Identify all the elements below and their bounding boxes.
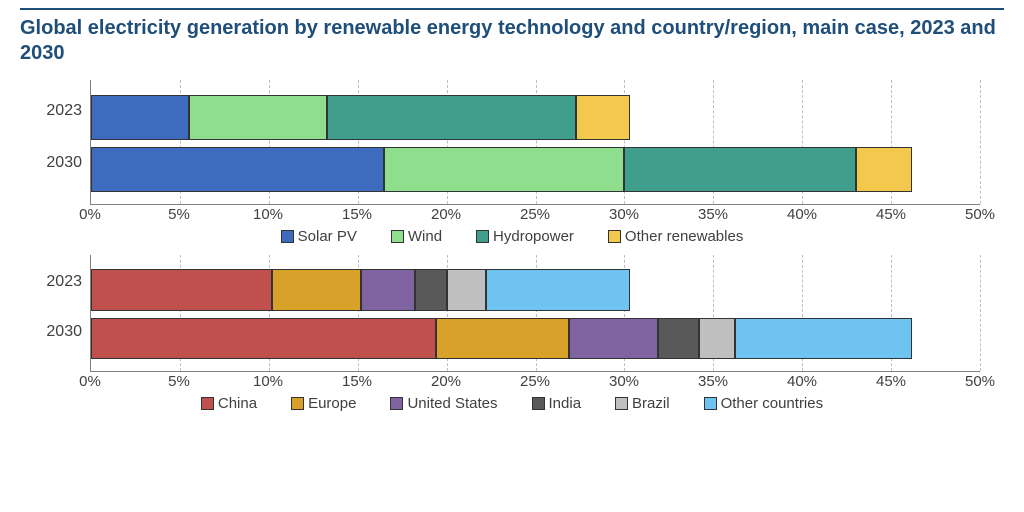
legend-item: Hydropower bbox=[476, 228, 574, 245]
bar-segment bbox=[415, 269, 447, 311]
bar-segment bbox=[624, 147, 855, 192]
x-ticks-region: 0%5%10%15%20%25%30%35%40%45%50% bbox=[90, 371, 980, 393]
bar-segment bbox=[384, 147, 624, 192]
bar-row bbox=[91, 269, 980, 311]
y-label-2023-b: 2023 bbox=[20, 273, 82, 291]
legend-item: United States bbox=[390, 395, 497, 412]
y-label-2030: 2030 bbox=[20, 154, 82, 172]
x-tick-label: 50% bbox=[965, 373, 995, 390]
legend-swatch bbox=[532, 397, 545, 410]
legend-item: China bbox=[201, 395, 257, 412]
x-tick-label: 15% bbox=[342, 206, 372, 223]
legend-label: Other renewables bbox=[625, 228, 743, 245]
legend-item: Wind bbox=[391, 228, 442, 245]
x-tick-label: 40% bbox=[787, 373, 817, 390]
plot-area-technology bbox=[90, 80, 980, 205]
x-tick-label: 35% bbox=[698, 206, 728, 223]
bar-segment bbox=[189, 95, 328, 140]
gridline bbox=[980, 255, 981, 371]
legend-label: Europe bbox=[308, 395, 356, 412]
bar-segment bbox=[735, 318, 913, 360]
x-tick-label: 20% bbox=[431, 206, 461, 223]
chart-region: 2023 2030 0% 5% 10% 15% 20% 25% 30% 35% 40% 45% 50… bbox=[20, 255, 1004, 393]
bar-segment bbox=[91, 147, 384, 192]
bar-segment bbox=[658, 318, 699, 360]
x-tick-label: 30% bbox=[609, 373, 639, 390]
legend-label: Solar PV bbox=[298, 228, 357, 245]
legend-technology: Solar PV Wind Hydropower Other renewables bbox=[20, 228, 1004, 245]
bar-row bbox=[91, 95, 980, 140]
x-tick-label: 25% bbox=[520, 373, 550, 390]
y-label-2023: 2023 bbox=[20, 102, 82, 120]
x-tick-label: 30% bbox=[609, 206, 639, 223]
bar-segment bbox=[699, 318, 735, 360]
legend-label: Wind bbox=[408, 228, 442, 245]
x-tick-label: 5% bbox=[168, 206, 190, 223]
legend-swatch bbox=[476, 230, 489, 243]
bar-segment bbox=[486, 269, 630, 311]
x-tick-label: 45% bbox=[876, 373, 906, 390]
legend-swatch bbox=[201, 397, 214, 410]
legend-label: China bbox=[218, 395, 257, 412]
legend-swatch bbox=[608, 230, 621, 243]
legend-label: Brazil bbox=[632, 395, 670, 412]
x-tick-label: 0% bbox=[79, 373, 101, 390]
x-tick-label: 5% bbox=[168, 373, 190, 390]
bar-row bbox=[91, 318, 980, 360]
legend-swatch bbox=[704, 397, 717, 410]
legend-swatch bbox=[291, 397, 304, 410]
x-ticks-technology: 0%5%10%15%20%25%30%35%40%45%50% bbox=[90, 204, 980, 226]
legend-swatch bbox=[281, 230, 294, 243]
x-tick-label: 10% bbox=[253, 206, 283, 223]
bar-segment bbox=[91, 318, 436, 360]
legend-item: India bbox=[532, 395, 582, 412]
bar-segment bbox=[856, 147, 913, 192]
bar-segment bbox=[447, 269, 486, 311]
x-tick-label: 50% bbox=[965, 206, 995, 223]
bar-segment bbox=[91, 269, 272, 311]
legend-label: Other countries bbox=[721, 395, 824, 412]
plot-area-region bbox=[90, 255, 980, 372]
bar-segment bbox=[272, 269, 361, 311]
chart-title: Global electricity generation by renewab… bbox=[20, 16, 1004, 66]
x-tick-label: 35% bbox=[698, 373, 728, 390]
legend-item: Brazil bbox=[615, 395, 670, 412]
legend-swatch bbox=[615, 397, 628, 410]
bar-segment bbox=[91, 95, 189, 140]
x-tick-label: 45% bbox=[876, 206, 906, 223]
legend-label: Hydropower bbox=[493, 228, 574, 245]
legend-item: Europe bbox=[291, 395, 356, 412]
x-tick-label: 15% bbox=[342, 373, 372, 390]
legend-label: United States bbox=[407, 395, 497, 412]
bar-segment bbox=[576, 95, 629, 140]
bar-segment bbox=[361, 269, 414, 311]
bar-segment bbox=[327, 95, 576, 140]
title-rule bbox=[20, 8, 1004, 10]
x-tick-label: 0% bbox=[79, 206, 101, 223]
bar-segment bbox=[436, 318, 569, 360]
chart-technology: 2023 2030 0% 5% 10% 15% 20% 25% 30% 35% 40% 45% 50… bbox=[20, 80, 1004, 226]
y-label-2030-b: 2030 bbox=[20, 323, 82, 341]
legend-region: China Europe United States India Brazil Other… bbox=[20, 395, 1004, 412]
x-tick-label: 25% bbox=[520, 206, 550, 223]
legend-label: India bbox=[549, 395, 582, 412]
gridline bbox=[980, 80, 981, 204]
legend-item: Other renewables bbox=[608, 228, 743, 245]
legend-item: Solar PV bbox=[281, 228, 357, 245]
chart-root: Global electricity generation by renewab… bbox=[0, 0, 1024, 512]
legend-swatch bbox=[391, 230, 404, 243]
legend-item: Other countries bbox=[704, 395, 824, 412]
x-tick-label: 40% bbox=[787, 206, 817, 223]
x-tick-label: 10% bbox=[253, 373, 283, 390]
x-tick-label: 20% bbox=[431, 373, 461, 390]
bar-row bbox=[91, 147, 980, 192]
legend-swatch bbox=[390, 397, 403, 410]
bar-segment bbox=[569, 318, 658, 360]
